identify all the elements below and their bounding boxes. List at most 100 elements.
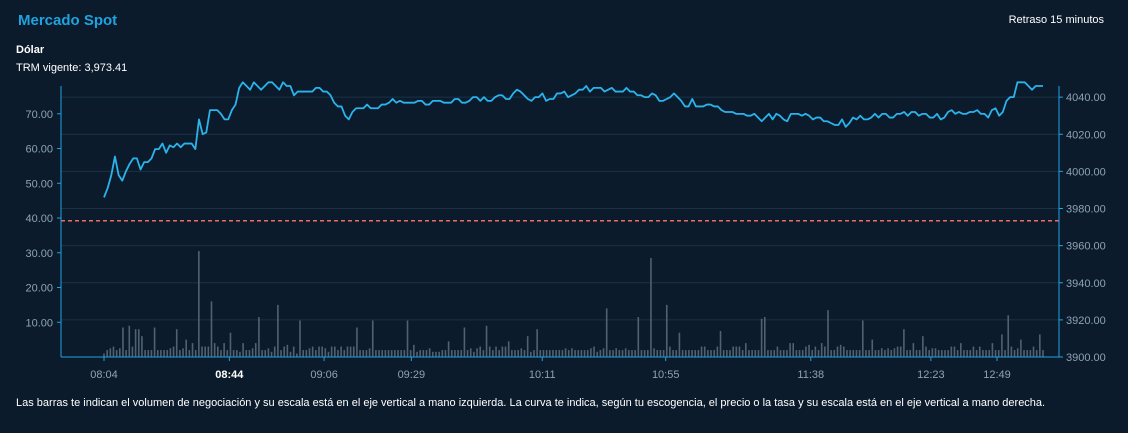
volume-bar bbox=[918, 350, 921, 357]
volume-bar bbox=[596, 351, 599, 357]
volume-bar bbox=[523, 350, 526, 357]
volume-bar bbox=[175, 329, 178, 357]
volume-bar bbox=[716, 346, 719, 357]
volume-bar bbox=[650, 257, 652, 357]
volume-bar bbox=[251, 348, 254, 357]
volume-bar bbox=[454, 350, 456, 357]
volume-bar bbox=[1029, 350, 1032, 357]
volume-bar bbox=[824, 346, 826, 357]
volume-bar bbox=[492, 350, 494, 357]
volume-bar bbox=[141, 336, 143, 357]
volume-bar bbox=[966, 350, 968, 357]
volume-bar bbox=[741, 350, 744, 357]
volume-bar bbox=[273, 346, 276, 357]
volume-bar bbox=[163, 350, 165, 357]
volume-bar bbox=[267, 348, 270, 357]
volume-bar bbox=[213, 343, 216, 357]
volume-bar bbox=[969, 350, 972, 357]
volume-bar bbox=[729, 350, 731, 357]
volume-bar bbox=[880, 348, 883, 357]
volume-bar bbox=[485, 325, 488, 357]
volume-bar bbox=[517, 350, 519, 357]
volume-bar bbox=[340, 346, 342, 357]
volume-bar bbox=[808, 344, 810, 357]
spot-market-chart: 10.00 20.00 30.00 40.00 50.00 60.00 70.00 3900… bbox=[25, 81, 1106, 381]
volume-bar bbox=[659, 350, 662, 357]
volume-bar bbox=[194, 350, 197, 357]
volume-bar bbox=[460, 350, 463, 357]
volume-bar bbox=[125, 350, 127, 357]
trm-label: TRM vigente: 3,973.41 bbox=[16, 62, 128, 74]
volume-bar bbox=[960, 343, 962, 357]
volume-bar bbox=[122, 327, 124, 357]
volume-bar bbox=[950, 346, 953, 357]
volume-bar bbox=[688, 350, 690, 357]
volume-bar bbox=[1001, 334, 1003, 357]
volume-bar bbox=[327, 351, 330, 357]
volume-bar bbox=[498, 350, 500, 357]
volume-bar bbox=[662, 350, 665, 357]
volume-bar bbox=[997, 350, 1000, 357]
volume-bar bbox=[119, 348, 121, 357]
volume-bar bbox=[735, 346, 738, 357]
volume-bar bbox=[131, 346, 134, 357]
volume-bar bbox=[321, 346, 323, 357]
left-tick-label: 40.00 bbox=[25, 213, 53, 225]
volume-bar bbox=[726, 350, 728, 357]
volume-bar bbox=[375, 350, 377, 357]
volume-bar bbox=[896, 346, 899, 357]
volume-bar bbox=[172, 346, 175, 357]
volume-bar bbox=[877, 350, 880, 357]
volume-bar bbox=[1042, 350, 1044, 357]
page-title: Mercado Spot bbox=[18, 12, 118, 29]
volume-bar bbox=[438, 351, 440, 357]
volume-bar bbox=[643, 350, 646, 357]
volume-bar bbox=[928, 350, 930, 357]
volume-bar bbox=[384, 350, 387, 357]
volume-bar bbox=[776, 346, 779, 357]
right-tick-label: 4020.00 bbox=[1066, 129, 1106, 141]
volume-bar bbox=[631, 350, 633, 357]
volume-bar bbox=[656, 350, 659, 357]
volume-bar bbox=[757, 350, 760, 357]
volume-bar bbox=[571, 348, 573, 357]
left-tick-label: 60.00 bbox=[25, 144, 53, 156]
volume-bar bbox=[166, 350, 169, 357]
volume-bar bbox=[286, 344, 289, 357]
volume-bar bbox=[745, 343, 747, 357]
volume-bar bbox=[394, 350, 396, 357]
volume-bar bbox=[675, 350, 678, 357]
volume-bar bbox=[912, 343, 915, 357]
volume-bar bbox=[751, 350, 753, 357]
volume-bar bbox=[947, 350, 949, 357]
volume-bar bbox=[223, 343, 225, 357]
volume-bar bbox=[403, 350, 406, 357]
volume-bar bbox=[653, 348, 655, 357]
volume-bar bbox=[590, 348, 592, 357]
volume-bar bbox=[330, 346, 333, 357]
volume-bar bbox=[991, 343, 994, 357]
volume-bar bbox=[609, 350, 611, 357]
volume-bar bbox=[144, 350, 146, 357]
chart-explanation-note: Las barras te indican el volumen de nego… bbox=[16, 397, 1046, 409]
volume-bar bbox=[836, 346, 839, 357]
volume-bar bbox=[422, 350, 425, 357]
volume-bar bbox=[915, 350, 918, 357]
volume-bar bbox=[789, 343, 791, 357]
volume-bar bbox=[978, 346, 981, 357]
volume-bar bbox=[346, 346, 349, 357]
volume-bar bbox=[530, 351, 532, 357]
volume-bar bbox=[985, 350, 987, 357]
right-tick-label: 4000.00 bbox=[1066, 166, 1106, 178]
volume-bar bbox=[760, 318, 763, 357]
volume-bar bbox=[843, 346, 845, 357]
volume-bar bbox=[201, 346, 203, 357]
volume-bar bbox=[245, 350, 248, 357]
volume-bar bbox=[324, 348, 327, 357]
volume-bar bbox=[387, 350, 390, 357]
volume-bar bbox=[849, 350, 851, 357]
volume-bar bbox=[871, 339, 874, 357]
volume-bar bbox=[795, 350, 798, 357]
volume-bar bbox=[103, 353, 105, 357]
volume-bar bbox=[678, 332, 681, 357]
